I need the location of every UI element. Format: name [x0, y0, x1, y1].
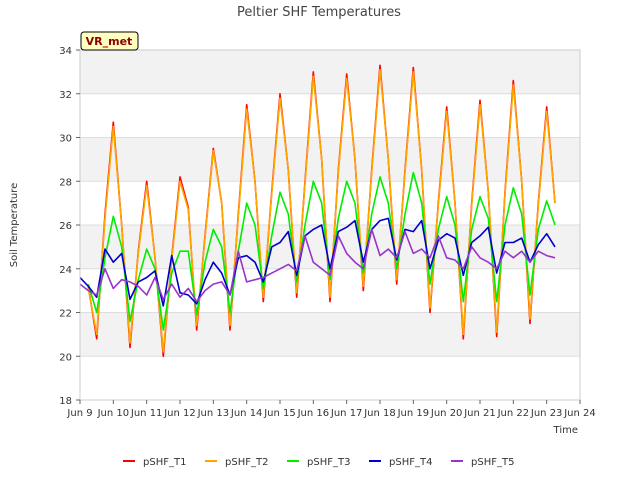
- x-tick-label: Jun 13: [197, 408, 230, 419]
- x-tick-label: Jun 21: [463, 408, 496, 419]
- x-tick-label: Jun 23: [530, 408, 563, 419]
- y-tick-label: 30: [59, 134, 72, 145]
- legend-label: pSHF_T5: [471, 457, 514, 468]
- series-layer: [79, 64, 556, 358]
- y-axis-label: Soil Temperature: [9, 183, 20, 268]
- chart-title: Peltier SHF Temperatures: [237, 5, 401, 20]
- legend-label: pSHF_T2: [225, 457, 268, 468]
- y-tick-label: 26: [59, 221, 72, 232]
- y-tick-label: 34: [59, 46, 72, 57]
- legend-item-pshf-t1: pSHF_T1: [123, 457, 186, 468]
- station-badge-label: VR_met: [86, 35, 133, 48]
- x-tick-label: Jun 16: [297, 408, 330, 419]
- legend-label: pSHF_T3: [307, 457, 350, 468]
- y-tick-label: 32: [59, 90, 72, 101]
- y-tick-label: 28: [59, 177, 72, 188]
- legend: pSHF_T1 pSHF_T2 pSHF_T3 pSHF_T4 pSHF_T5: [123, 457, 514, 468]
- y-ticks: 18 20 22 24 26 28 30 32 34: [59, 46, 80, 407]
- series-line-pshf-t2: [87, 68, 556, 353]
- x-tick-label: Jun 10: [97, 408, 130, 419]
- legend-item-pshf-t3: pSHF_T3: [287, 457, 350, 468]
- x-tick-label: Jun 12: [163, 408, 196, 419]
- x-tick-label: Jun 11: [130, 408, 163, 419]
- x-ticks: Jun 9 Jun 10 Jun 11 Jun 12 Jun 13 Jun 14 Jun 1…: [66, 400, 596, 419]
- x-axis-label: Time: [553, 425, 578, 436]
- series-line-pshf-t3: [87, 171, 556, 331]
- x-tick-label: Jun 22: [497, 408, 530, 419]
- y-tick-label: 24: [59, 265, 72, 276]
- y-tick-label: 18: [59, 396, 72, 407]
- legend-item-pshf-t5: pSHF_T5: [451, 457, 514, 468]
- legend-item-pshf-t4: pSHF_T4: [369, 457, 432, 468]
- legend-label: pSHF_T4: [389, 457, 432, 468]
- x-tick-label: Jun 15: [263, 408, 296, 419]
- x-tick-label: Jun 19: [397, 408, 430, 419]
- grid-band: [80, 50, 580, 94]
- x-tick-label: Jun 14: [230, 408, 263, 419]
- x-tick-label: Jun 20: [430, 408, 463, 419]
- x-tick-label: Jun 17: [330, 408, 363, 419]
- grid-band: [80, 312, 580, 357]
- station-badge: VR_met: [80, 31, 139, 51]
- x-tick-label: Jun 24: [563, 408, 596, 419]
- series-line-pshf-t5: [79, 228, 556, 303]
- legend-item-pshf-t2: pSHF_T2: [205, 457, 268, 468]
- x-tick-label: Jun 9: [66, 408, 92, 419]
- grid-band: [80, 225, 580, 269]
- x-tick-label: Jun 18: [363, 408, 396, 419]
- legend-label: pSHF_T1: [143, 457, 186, 468]
- grid-band: [80, 137, 580, 182]
- y-tick-label: 20: [59, 352, 72, 363]
- station-badge-box: [80, 31, 139, 51]
- y-tick-label: 22: [59, 309, 72, 320]
